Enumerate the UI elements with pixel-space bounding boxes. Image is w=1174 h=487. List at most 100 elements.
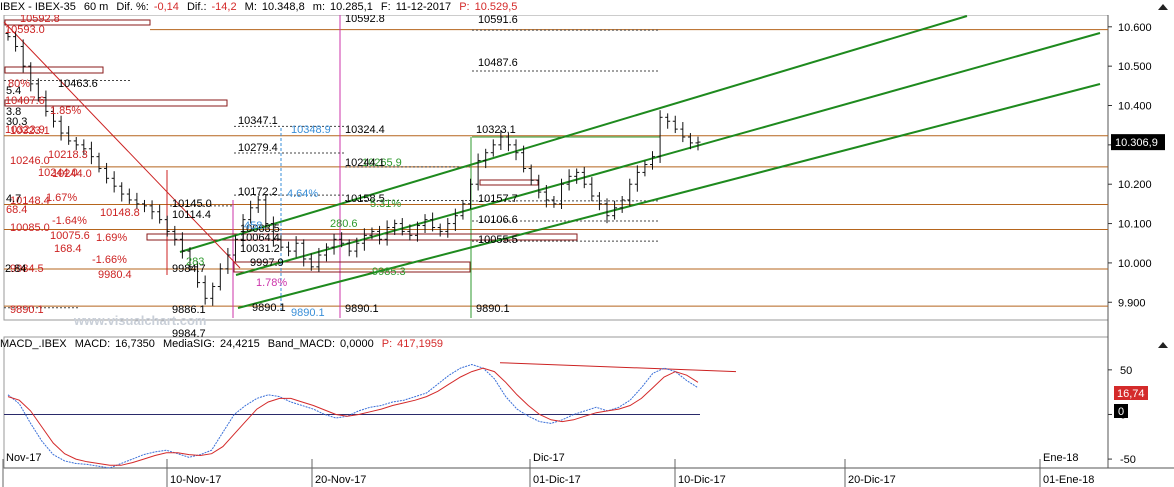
price-y-tick-label: 10.500 [1118, 61, 1152, 73]
price-annotation-label: 10324.4 [345, 124, 385, 136]
price-annotation-label: 10064.4 [240, 232, 280, 244]
price-annotation-label: 10348.9 [291, 124, 331, 136]
band-label: Band_MACD: [267, 338, 336, 350]
price-annotation-label: 9997.9 [250, 257, 284, 269]
percent-label: 68.4 [6, 204, 27, 216]
macd-title: MACD_.IBEX [0, 338, 67, 350]
price-annotation-label: 10031.2 [240, 243, 280, 255]
price-annotation-label: 9890.1 [476, 303, 510, 315]
range-box [4, 66, 104, 74]
x-axis-label: 20-Nov-17 [315, 474, 366, 486]
price-annotation-label: 10323.9 [5, 124, 45, 136]
price-annotation-label: 9980.4 [98, 269, 132, 281]
x-axis-label: 01-Ene-18 [1043, 474, 1094, 486]
x-axis-label: Nov-17 [6, 452, 41, 464]
price-y-tick-label: 10.600 [1118, 22, 1152, 34]
trend-channel-lower [237, 83, 1101, 309]
percent-label: 458. [244, 220, 265, 232]
macd-trend-line [499, 362, 737, 373]
dashed-level-label: 10279.4 [238, 142, 278, 154]
price-annotation-label: 9985.3 [372, 266, 406, 278]
date-value: 11-12-2017 [395, 1, 452, 13]
percent-label: 1.85% [50, 105, 81, 117]
price-y-tick-label: 10.400 [1118, 101, 1152, 113]
dif-pct-value: -0,14 [153, 1, 179, 13]
x-axis-label: Dic-17 [533, 452, 565, 464]
dif-pct-label: Dif. %: [116, 1, 149, 13]
dashed-level-label: 10172.2 [238, 186, 278, 198]
horizontal-level-label: 10148.4 [10, 195, 50, 207]
p-label: P: [459, 1, 470, 13]
dif-label: Dif.: [186, 1, 207, 13]
price-annotation-label: 10114.4 [172, 209, 211, 221]
percent-label: 5.31% [370, 198, 401, 210]
watermark-text: www.visualchart.com [73, 313, 206, 328]
dashed-level-label: 10591.6 [478, 14, 518, 26]
signal-line [7, 367, 699, 466]
band-value: 0,0000 [340, 338, 374, 350]
macd-p-value: 417,1959 [397, 338, 444, 350]
chart-header: IBEX - IBEX-35 60 m Dif. %: -0,14 Dif.: -1… [0, 0, 1110, 15]
macd-line [7, 363, 699, 469]
macd-p-label: P: [381, 338, 393, 350]
dif-value: -14,2 [211, 1, 237, 13]
percent-label: 80% [8, 78, 30, 90]
price-annotation-label: 10265.9 [362, 157, 402, 169]
min-value: 10.285,1 [330, 1, 373, 13]
macd-header: MACD_.IBEX MACD: 16,7350 MediaSIG: 24,4215… [0, 337, 1110, 352]
price-annotation-label: 9890.1 [345, 303, 379, 315]
percent-label: 1.67% [46, 192, 77, 204]
price-annotation-label: 10593.0 [5, 24, 45, 36]
collapse-price-panel-icon[interactable] [1158, 4, 1168, 10]
percent-label: 1.78% [256, 277, 287, 289]
horizontal-level-label: 10244.0 [52, 168, 92, 180]
dashed-level-label: 10106.6 [478, 214, 518, 226]
percent-label: 168.4 [54, 243, 82, 255]
signal-label: MediaSIG: [162, 338, 215, 350]
price-y-tick-label: 9.900 [1118, 297, 1146, 309]
percent-label: 1.69% [96, 232, 127, 244]
percent-label: -1.64% [52, 215, 87, 227]
macd-zero-box [1114, 404, 1128, 418]
percent-label: 283 [186, 256, 204, 268]
date-label: F: [380, 1, 391, 13]
macd-value-box [1114, 386, 1148, 400]
price-annotation-label: 9890.1 [291, 307, 325, 319]
range-box [479, 179, 539, 186]
x-axis-label: 10-Dic-17 [678, 474, 726, 486]
horizontal-level-label: 9890.1 [10, 304, 44, 316]
max-value: 10.348,8 [261, 1, 305, 13]
price-annotation-label: 10075.6 [50, 230, 90, 242]
price-annotation-label: 10148.8 [100, 207, 140, 219]
min-label: m: [312, 1, 326, 13]
price-y-tick-label: 10.100 [1118, 219, 1152, 231]
trend-channel-upper [179, 15, 968, 253]
price-panel-frame [3, 14, 1109, 321]
percent-label: 2.84 [5, 263, 26, 275]
collapse-macd-panel-icon[interactable] [1158, 342, 1168, 348]
percent-label: 5.4 [6, 85, 21, 97]
last-price-label: 10.306,9 [1115, 137, 1158, 149]
symbol-label: IBEX - IBEX-35 [0, 1, 76, 13]
macd-label: MACD: [74, 338, 111, 350]
percent-label: -1.66% [92, 254, 127, 266]
x-axis-label: 01-Dic-17 [533, 474, 581, 486]
price-annotation-label: 10592.8 [20, 13, 60, 25]
range-box [233, 261, 471, 273]
horizontal-level-label: 9984.5 [10, 263, 44, 275]
dashed-level-label: 9886.1 [172, 304, 206, 316]
range-box [4, 99, 228, 107]
dashed-level-label: 10158.5 [345, 193, 385, 205]
macd-zero-box-label: 0 [1118, 406, 1124, 418]
dashed-level-label: 10055.5 [478, 234, 518, 246]
dashed-level-label: 10157.7 [478, 193, 518, 205]
dashed-level-label: 10145.0 [172, 198, 212, 210]
percent-label: 30.3 [6, 116, 27, 128]
price-annotation-label: 9984.7 [172, 263, 206, 275]
x-axis-label: 20-Dic-17 [848, 474, 896, 486]
price-y-tick-label: 10.200 [1118, 179, 1152, 191]
x-axis-label: 10-Nov-17 [170, 474, 221, 486]
percent-label: 3.8 [6, 106, 21, 118]
price-annotation-label: 10063.5 [240, 223, 280, 235]
